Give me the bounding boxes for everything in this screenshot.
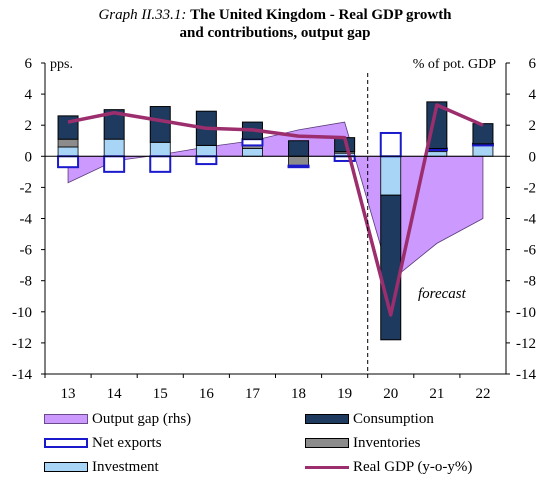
bar-net-exports	[287, 164, 310, 169]
forecast-annotation: forecast	[418, 286, 467, 302]
title-line-1: The United Kingdom - Real GDP growth	[190, 7, 452, 23]
real-gdp-layer	[67, 103, 484, 317]
y-tick-label-left: -14	[12, 367, 32, 383]
x-tick-label: 20	[383, 386, 398, 402]
bar-consumption	[103, 109, 125, 140]
left-unit-label: pps.	[50, 57, 73, 72]
legend-swatch-net-exports	[44, 438, 88, 448]
title-line-2: and contributions, output gap	[179, 25, 371, 41]
legend-item-consumption: Consumption	[305, 410, 434, 428]
legend-label-investment: Investment	[92, 458, 159, 475]
legend-item-net-exports: Net exports	[44, 434, 162, 452]
legend-swatch-real-gdp	[305, 465, 349, 469]
legend-item-output-gap: Output gap (rhs)	[44, 410, 191, 428]
y-tick-label-left: -4	[20, 212, 33, 228]
x-tick-label: 17	[245, 386, 261, 402]
y-tick-label-left: 0	[25, 149, 33, 165]
y-tick-label-right: 4	[529, 87, 537, 103]
bar-consumption	[426, 101, 448, 150]
y-tick-label-left: -2	[20, 180, 33, 196]
real-gdp-line	[67, 103, 484, 317]
x-tick-label: 22	[475, 386, 490, 402]
y-tick-label-left: -10	[12, 305, 32, 321]
x-tick-label: 14	[107, 386, 123, 402]
axis-frame-layer: -14 -12 -10 -8 -6 -4 -2 0 2 4 6 -14 -12 -10 -8 -6 -4 -2 0 2…	[12, 56, 537, 402]
legend-label-output-gap: Output gap (rhs)	[92, 410, 192, 427]
y-tick-label-right: -2	[524, 180, 537, 196]
y-tick-label-right: -12	[516, 336, 536, 352]
x-tick-label: 19	[337, 386, 352, 402]
bar-consumption	[149, 106, 171, 143]
chart-title: Graph II.33.1: The United Kingdom - Real…	[0, 6, 550, 42]
y-tick-label-right: 6	[529, 56, 537, 72]
legend-label-inventories: Inventories	[353, 434, 421, 451]
y-tick-label-left: 4	[25, 87, 33, 103]
legend-label-consumption: Consumption	[353, 410, 434, 427]
right-unit-label: % of pot. GDP	[413, 57, 496, 72]
y-tick-label-left: -6	[20, 243, 33, 259]
legend-swatch-inventories	[305, 438, 349, 448]
legend-item-investment: Investment	[44, 458, 159, 476]
legend-swatch-output-gap	[44, 414, 88, 424]
y-tick-label-left: -12	[12, 336, 32, 352]
x-tick-label: 18	[291, 386, 306, 402]
y-tick-label-left: -8	[20, 274, 33, 290]
y-tick-label-right: -14	[516, 367, 536, 383]
legend-item-real-gdp: Real GDP (y-o-y%)	[305, 458, 472, 476]
y-tick-label-left: 2	[25, 118, 33, 134]
legend-label-net-exports: Net exports	[92, 434, 162, 451]
y-tick-label-right: -6	[524, 243, 537, 259]
y-tick-label-right: -10	[516, 305, 536, 321]
y-tick-label-right: -4	[524, 212, 537, 228]
legend-label-real-gdp: Real GDP (y-o-y%)	[353, 458, 473, 475]
legend-swatch-investment	[44, 462, 88, 472]
graph-number: Graph II.33.1:	[98, 7, 187, 23]
legend-swatch-consumption	[305, 414, 349, 424]
x-tick-label: 21	[429, 386, 444, 402]
legend-item-inventories: Inventories	[305, 434, 420, 452]
x-tick-label: 15	[153, 386, 168, 402]
y-tick-label-left: 6	[25, 56, 33, 72]
y-tick-label-right: 0	[529, 149, 537, 165]
y-tick-label-right: 2	[529, 118, 537, 134]
y-tick-label-right: -8	[524, 274, 537, 290]
x-tick-label: 13	[61, 386, 76, 402]
x-tick-label: 16	[199, 386, 215, 402]
